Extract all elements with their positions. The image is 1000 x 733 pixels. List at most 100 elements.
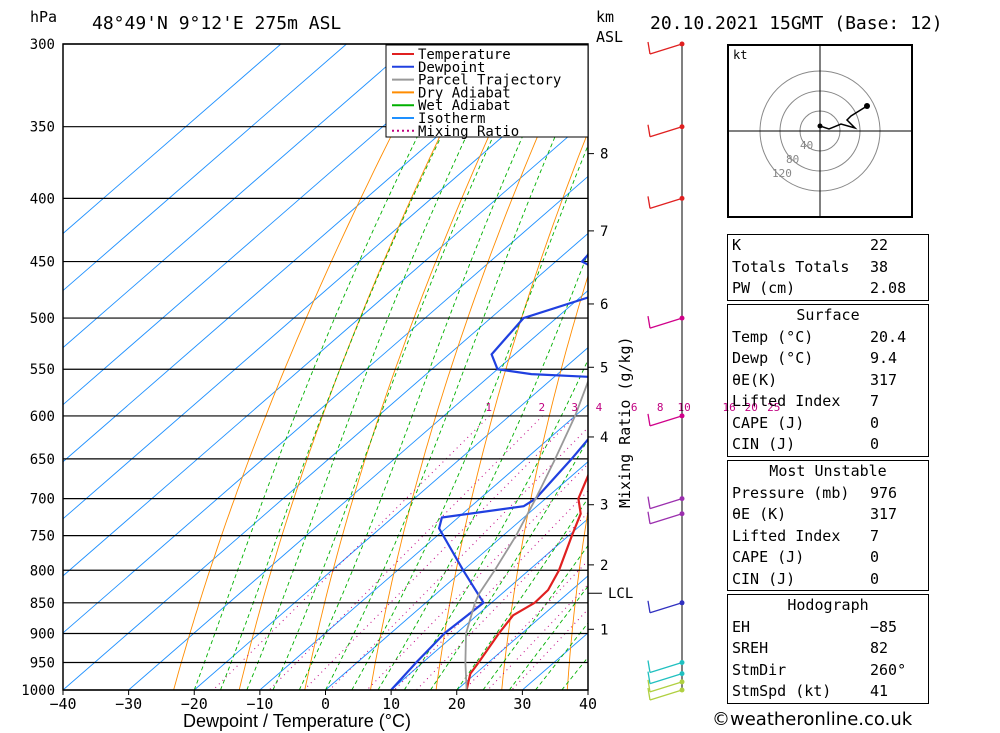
dry-adiabat-line: [238, 44, 486, 690]
isotherm-line: [63, 44, 413, 349]
most-unstable-table: Most Unstable Pressure (mb) 976 θE (K) 317…: [727, 460, 929, 591]
wind-barb-flag: [647, 660, 651, 673]
wind-barb: [649, 317, 683, 329]
temperature-line: [465, 473, 588, 690]
mu-cin-value: 0: [870, 569, 880, 588]
stmdir-label: StmDir: [732, 660, 787, 679]
mixing-ratio-label: 6: [631, 401, 638, 414]
x-tick-label: −40: [49, 695, 76, 713]
mixing-ratio-label: 3: [571, 401, 578, 414]
wind-barb-flag: [647, 413, 651, 427]
isotherm-line: [63, 61, 588, 520]
mu-li-label: Lifted Index: [732, 526, 841, 545]
sreh-value: 82: [870, 639, 889, 657]
mu-pressure-label: Pressure (mb): [732, 483, 850, 502]
wind-barb: [649, 681, 683, 693]
tt-label: Totals Totals: [732, 257, 850, 276]
isotherm-line: [456, 575, 588, 690]
eh-value: −85: [870, 617, 898, 636]
legend-entry: Mixing Ratio: [418, 124, 519, 140]
x-tick-label: 20: [448, 695, 466, 713]
pw-value: 2.08: [870, 279, 907, 297]
k-value: 22: [870, 236, 889, 254]
surface-dewp-label: Dewp (°C): [732, 349, 814, 367]
mu-pressure-value: 976: [870, 483, 898, 502]
wind-barb-flag: [647, 496, 651, 509]
pressure-tick-label: 350: [30, 120, 55, 136]
height-tick-label: 4: [600, 430, 608, 446]
wet-adiabat-line: [220, 44, 488, 690]
mixing-ratio-line: [416, 511, 588, 690]
surface-cin-label: CIN (J): [732, 435, 796, 453]
isotherm-line: [390, 518, 588, 690]
wet-adiabat-line: [298, 44, 565, 690]
pressure-tick-label: 850: [30, 596, 55, 612]
hpa-unit-label: hPa: [30, 8, 57, 26]
wind-barb: [649, 498, 683, 510]
wind-barb-flag: [647, 679, 651, 692]
hodograph-unit: kt: [733, 48, 747, 62]
mixing-ratio-axis-title: Mixing Ratio (g/kg): [616, 336, 634, 508]
x-tick-label: 0: [321, 695, 330, 713]
surface-cape-label: CAPE (J): [732, 413, 805, 432]
mixing-ratio-line: [487, 583, 588, 690]
legend-entry: Temperature: [418, 47, 511, 63]
mixing-ratio-label: 8: [657, 401, 664, 414]
wind-barb: [649, 513, 683, 525]
wind-barb: [649, 602, 683, 614]
wind-barb: [649, 415, 683, 427]
surface-title: Surface: [796, 306, 860, 324]
mixing-ratio-line: [303, 415, 576, 690]
dry-adiabat-line: [566, 508, 588, 690]
pressure-tick-label: 550: [30, 362, 55, 378]
surface-cin-value: 0: [870, 435, 880, 453]
pressure-tick-label: 500: [30, 311, 55, 327]
pressure-tick-label: 750: [30, 529, 55, 545]
height-tick-label: 3: [600, 498, 608, 514]
wind-barb-flag: [647, 315, 651, 329]
dry-adiabat-line: [501, 274, 588, 690]
wind-barb-flag: [647, 671, 651, 684]
isotherm-line: [193, 347, 588, 690]
hodograph-ring-label: 80: [786, 153, 799, 166]
isotherm-line: [63, 44, 347, 292]
asl-unit-label: ASL: [596, 28, 623, 46]
isotherm-line: [63, 232, 588, 690]
dry-adiabat-line: [370, 44, 579, 690]
surface-temp-label: Temp (°C): [732, 327, 814, 346]
pressure-tick-label: 700: [30, 492, 55, 508]
pw-label: PW (cm): [732, 279, 796, 297]
stmspd-value: 41: [870, 682, 889, 700]
legend-entry: Dewpoint: [418, 60, 485, 76]
isotherm-line: [259, 404, 588, 690]
height-tick-label: 1: [600, 622, 608, 638]
km-unit-label: km: [596, 8, 614, 26]
wet-adiabat-line: [246, 44, 512, 690]
wind-barb: [649, 661, 683, 674]
wind-barb: [649, 673, 683, 685]
dry-adiabat-line: [945, 44, 996, 690]
lcl-label: LCL: [608, 586, 633, 602]
isotherm-line: [63, 44, 282, 235]
mixing-ratio-label: 25: [767, 401, 780, 414]
copyright-footer: ©weatheronline.co.uk: [712, 709, 913, 730]
pressure-tick-label: 1000: [21, 683, 55, 699]
isotherm-line: [128, 289, 588, 690]
wind-barb: [649, 197, 683, 209]
eh-label: EH: [732, 617, 751, 636]
mixing-ratio-line: [268, 415, 543, 690]
mu-cape-value: 0: [870, 548, 880, 566]
isotherm-line: [63, 44, 544, 463]
pressure-tick-label: 800: [30, 563, 55, 579]
surface-theta-label: θE(K): [732, 370, 778, 389]
dewpoint-line: [390, 253, 588, 690]
pressure-tick-label: 900: [30, 626, 55, 642]
wind-barb: [649, 43, 683, 55]
x-tick-label: −20: [181, 695, 208, 713]
plot-frame: [62, 43, 589, 691]
hodograph-trace: [819, 105, 868, 130]
wind-barb-flag: [647, 41, 651, 55]
wind-barb: [649, 126, 683, 138]
surface-theta-value: 317: [870, 370, 898, 389]
surface-temp-value: 20.4: [870, 327, 907, 346]
